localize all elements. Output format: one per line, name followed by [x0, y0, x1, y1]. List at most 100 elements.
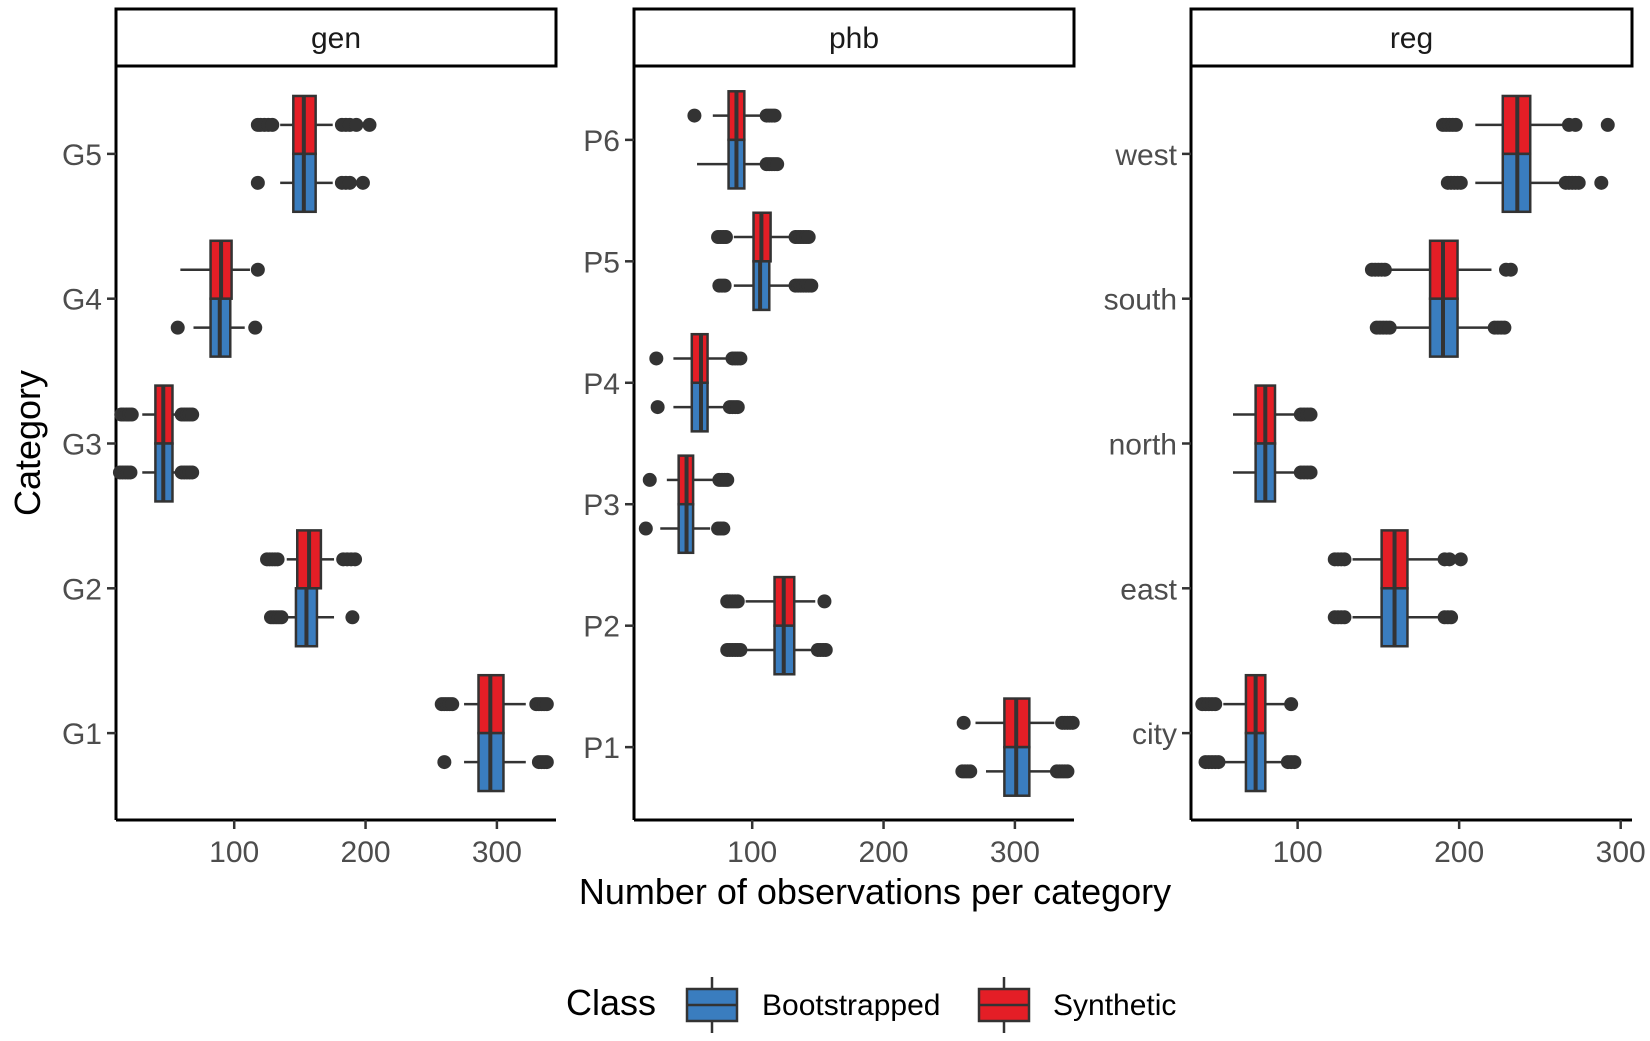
outlier-point — [248, 320, 263, 335]
outlier-point — [1337, 610, 1352, 625]
outlier-point — [1453, 175, 1468, 190]
outlier-point — [124, 407, 139, 422]
outlier-point — [1568, 117, 1583, 132]
x-tick-label: 100 — [209, 836, 259, 869]
y-tick-label: east — [1120, 573, 1177, 606]
outlier-point — [767, 108, 782, 123]
y-tick-label: south — [1104, 284, 1177, 317]
outlier-point — [649, 351, 664, 366]
outlier-point — [956, 715, 971, 730]
box-G1-synthetic — [434, 673, 554, 735]
outlier-point — [342, 175, 357, 190]
outlier-point — [170, 320, 185, 335]
y-axis-title: Category — [7, 370, 48, 516]
outlier-point — [185, 407, 200, 422]
y-tick-label: P4 — [583, 368, 620, 401]
facet-panel-gen: gen 100 200 300 G1 G2 G3 G4 G5 — [62, 7, 558, 869]
box-P4-synthetic — [649, 332, 748, 385]
outlier-point — [733, 642, 748, 657]
facet-strip — [632, 7, 1076, 68]
box-G3-bootstrapped — [112, 442, 200, 503]
outlier-point — [1060, 764, 1075, 779]
outlier-point — [250, 175, 265, 190]
legend-item-label: Synthetic — [1053, 989, 1176, 1022]
box-north-bootstrapped — [1233, 442, 1318, 503]
outlier-point — [1503, 262, 1518, 277]
legend: Class Bootstrapped Synthetic — [566, 977, 1176, 1033]
x-axis-title: Number of observations per category — [579, 871, 1171, 912]
outlier-point — [1594, 175, 1609, 190]
outlier-point — [1303, 407, 1318, 422]
box-west-synthetic — [1436, 94, 1615, 156]
legend-item-synthetic: Synthetic — [977, 977, 1176, 1033]
x-tick-label: 300 — [472, 836, 522, 869]
box-P3-bootstrapped — [638, 502, 731, 555]
outlier-point — [185, 465, 200, 480]
box-G5-bootstrapped — [250, 152, 370, 214]
facet-strip — [114, 7, 558, 68]
x-tick-label: 300 — [1596, 836, 1646, 869]
x-tick-label: 200 — [1434, 836, 1484, 869]
outlier-point — [716, 521, 731, 536]
box-P3-synthetic — [642, 454, 735, 506]
outlier-point — [1303, 465, 1318, 480]
box-P6-synthetic — [687, 90, 782, 142]
outlier-point — [1337, 552, 1352, 567]
box-city-bootstrapped — [1198, 731, 1302, 793]
outlier-point — [1497, 320, 1512, 335]
outlier-point — [770, 157, 785, 172]
outlier-point — [733, 351, 748, 366]
box-P2-bootstrapped — [720, 624, 833, 676]
outlier-point — [539, 755, 554, 770]
box-P1-bootstrapped — [955, 745, 1075, 797]
box-P4-bootstrapped — [650, 381, 745, 433]
y-tick-label: P3 — [583, 489, 620, 522]
box-P5-synthetic — [711, 211, 816, 263]
y-tick-label: city — [1132, 718, 1177, 751]
x-tick-label: 100 — [727, 836, 777, 869]
outlier-point — [123, 465, 138, 480]
box-city-synthetic — [1195, 673, 1299, 735]
y-tick-label: G5 — [62, 139, 102, 172]
outlier-point — [687, 108, 702, 123]
outlier-point — [730, 594, 745, 609]
box-P6-bootstrapped — [697, 138, 785, 190]
outlier-point — [274, 610, 289, 625]
box-south-bootstrapped — [1369, 297, 1512, 358]
outlier-point — [349, 117, 364, 132]
y-tick-label: north — [1109, 429, 1177, 462]
facet-panel-phb: phb 100 200 300 P1 P2 P3 P4 P5 P6 — [583, 7, 1080, 869]
outlier-point — [445, 697, 460, 712]
outlier-point — [539, 697, 554, 712]
outlier-point — [1442, 552, 1457, 567]
outlier-point — [348, 552, 363, 567]
outlier-point — [638, 521, 653, 536]
outlier-point — [642, 472, 657, 487]
box-G4-synthetic — [180, 239, 265, 300]
outlier-point — [1600, 117, 1615, 132]
box-P2-synthetic — [720, 575, 832, 627]
y-tick-label: P1 — [583, 732, 620, 765]
y-tick-label: G2 — [62, 573, 102, 606]
outlier-point — [355, 175, 370, 190]
outlier-point — [1284, 697, 1299, 712]
box-west-bootstrapped — [1440, 152, 1609, 214]
legend-title: Class — [566, 982, 656, 1023]
outlier-point — [1382, 320, 1397, 335]
outlier-point — [1448, 117, 1463, 132]
facet-panel-reg: reg 100 200 300 city east north south west — [1104, 7, 1646, 869]
y-tick-label: P2 — [583, 611, 620, 644]
outlier-point — [650, 400, 665, 415]
x-tick-label: 200 — [341, 836, 391, 869]
box-G3-synthetic — [114, 384, 200, 445]
box-G5-synthetic — [250, 94, 377, 156]
outlier-point — [1208, 697, 1223, 712]
outlier-point — [270, 552, 285, 567]
y-tick-label: G3 — [62, 429, 102, 462]
box-north-synthetic — [1233, 384, 1318, 445]
outlier-point — [801, 230, 816, 245]
box-P5-bootstrapped — [712, 260, 819, 312]
legend-item-label: Bootstrapped — [762, 989, 940, 1022]
outlier-point — [1287, 755, 1302, 770]
